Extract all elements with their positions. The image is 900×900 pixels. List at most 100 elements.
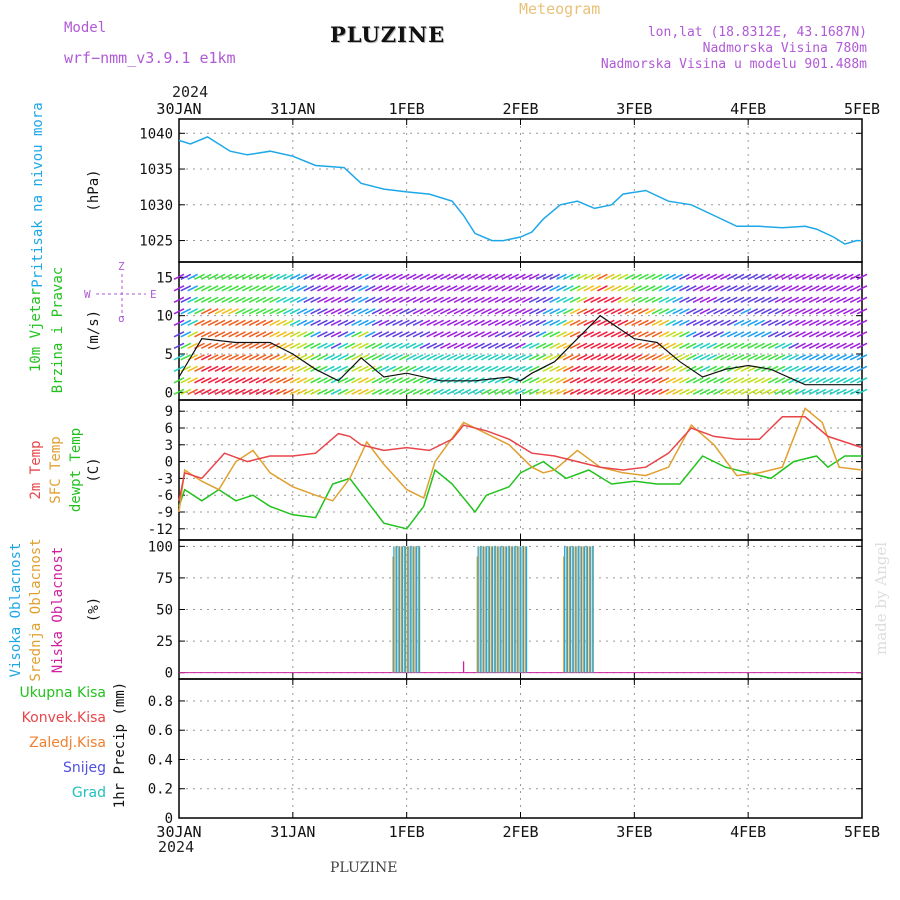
wind-barb bbox=[453, 342, 465, 350]
wind-barb bbox=[364, 285, 376, 292]
wind-barb bbox=[781, 296, 793, 304]
wind-barb bbox=[617, 365, 629, 373]
wind-barb bbox=[221, 354, 233, 361]
wind-barb bbox=[385, 285, 397, 292]
wind-barb bbox=[556, 365, 567, 373]
wind-barb bbox=[569, 296, 581, 304]
wind-barb bbox=[542, 296, 554, 304]
wind-barb bbox=[788, 285, 800, 292]
wind-barb bbox=[638, 342, 649, 350]
wind-barb bbox=[269, 319, 280, 327]
wind-barb bbox=[214, 285, 226, 292]
wind-barb bbox=[638, 319, 649, 327]
wind-barb bbox=[508, 308, 520, 315]
wind-barb bbox=[276, 354, 287, 361]
wind-barb bbox=[706, 296, 718, 304]
wind-barb bbox=[761, 273, 772, 281]
wind-barb bbox=[556, 377, 567, 384]
wind-barb bbox=[644, 308, 656, 315]
wind-barb bbox=[235, 377, 246, 384]
wind-barb bbox=[344, 342, 356, 350]
wind-barb bbox=[515, 308, 526, 315]
wind-barb bbox=[549, 308, 561, 315]
wind-barb bbox=[610, 331, 622, 338]
wind-barb bbox=[446, 319, 458, 327]
wind-barb bbox=[323, 365, 335, 373]
wind-barb bbox=[467, 285, 479, 292]
wind-barb bbox=[248, 342, 260, 350]
wind-barb bbox=[433, 273, 444, 281]
wind-barb bbox=[665, 285, 677, 292]
wind-barb bbox=[644, 319, 656, 327]
wind-barb bbox=[358, 308, 369, 315]
wind-barb bbox=[549, 388, 561, 396]
wind-barb bbox=[610, 285, 622, 292]
wind-barb bbox=[262, 354, 274, 361]
wind-barb bbox=[194, 377, 205, 384]
wind-barb bbox=[221, 342, 233, 350]
wind-barb bbox=[815, 365, 827, 373]
wind-barb bbox=[720, 273, 731, 281]
wind-barb bbox=[392, 296, 403, 304]
precip-unit-label: 1hr Precip (mm) bbox=[112, 682, 128, 808]
wind-barb bbox=[829, 273, 841, 281]
wind-barb bbox=[433, 296, 444, 304]
wind-barb bbox=[358, 331, 369, 338]
wind-barb bbox=[556, 331, 567, 338]
wind-barb bbox=[255, 285, 267, 292]
wind-barb bbox=[658, 377, 670, 384]
wind-barb bbox=[542, 273, 554, 281]
wind-barb bbox=[207, 377, 219, 384]
wind-barb bbox=[378, 388, 390, 396]
wind-barb bbox=[214, 273, 226, 281]
wind-barb bbox=[562, 377, 574, 384]
wind-barb bbox=[733, 331, 745, 338]
wind-barb bbox=[515, 365, 526, 373]
wind-barb bbox=[631, 388, 642, 396]
wind-barb bbox=[658, 285, 670, 292]
wind-barb bbox=[576, 388, 588, 396]
wind-barb bbox=[235, 273, 246, 281]
wind-barb bbox=[364, 365, 376, 373]
wind-barb bbox=[521, 354, 533, 361]
wind-barb bbox=[214, 388, 226, 396]
wind-barb bbox=[194, 296, 205, 304]
wind-barb bbox=[296, 388, 308, 396]
y-tick-label: -9 bbox=[156, 505, 173, 521]
wind-barb bbox=[569, 365, 581, 373]
wind-barb bbox=[740, 377, 752, 384]
wind-barb bbox=[562, 365, 574, 373]
wind-barb bbox=[344, 273, 356, 281]
wind-barb bbox=[706, 342, 718, 350]
wind-barb bbox=[651, 388, 663, 396]
wind-barb bbox=[603, 365, 615, 373]
wind-barb bbox=[603, 285, 615, 292]
wind-barb bbox=[569, 308, 581, 315]
panel-clouds: 0 25 50 75 100 (%) bbox=[86, 539, 863, 682]
wind-barb bbox=[399, 296, 410, 304]
wind-barb bbox=[282, 331, 294, 338]
wind-barb bbox=[761, 296, 772, 304]
wind-barb bbox=[255, 365, 267, 373]
wind-barb bbox=[412, 388, 424, 396]
wind-barb bbox=[426, 319, 438, 327]
wind-barb bbox=[549, 377, 561, 384]
wind-barb bbox=[610, 342, 622, 350]
wind-barb bbox=[515, 388, 526, 396]
wind-barb bbox=[207, 331, 219, 338]
wind-barb bbox=[569, 285, 581, 292]
wind-barb bbox=[692, 354, 704, 361]
wind-barb bbox=[515, 342, 526, 350]
wind-barb bbox=[173, 273, 185, 281]
wind-barb bbox=[460, 354, 472, 361]
wind-barb bbox=[549, 319, 561, 327]
wind-barb bbox=[282, 388, 294, 396]
wind-barb bbox=[733, 388, 745, 396]
wind-barb bbox=[562, 285, 574, 292]
wind-barb bbox=[761, 331, 772, 338]
y-tick-label: 25 bbox=[156, 634, 173, 650]
wind-barb bbox=[310, 273, 321, 281]
wind-barb bbox=[706, 285, 718, 292]
wind-barb bbox=[665, 319, 677, 327]
wind-barb bbox=[583, 365, 595, 373]
